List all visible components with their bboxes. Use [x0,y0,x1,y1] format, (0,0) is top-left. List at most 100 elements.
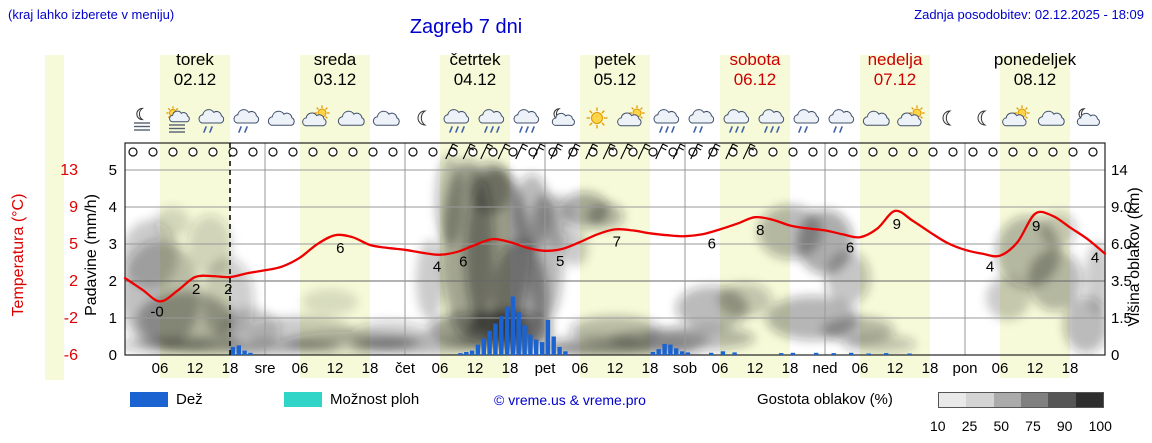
day-label-ponedeljek: ponedeljek 08.12 [965,50,1105,90]
svg-text:-6: -6 [64,347,78,364]
svg-text:6: 6 [846,240,854,257]
svg-text:9: 9 [1032,218,1040,235]
svg-text:sre: sre [255,360,276,377]
svg-text:18: 18 [782,360,799,377]
svg-text:sob: sob [673,360,697,377]
axis-tick-labels: 5 4 3 2 1 0 13 9 5 2 -2 -6 14 9.0 6.0 3.5 1.5 0 06 12 18 sre 0… [60,162,1132,377]
svg-text:9: 9 [69,199,78,216]
svg-text:5: 5 [69,236,78,253]
svg-text:1.5: 1.5 [1111,310,1132,327]
svg-text:2: 2 [192,281,200,298]
day-name: ponedeljek [993,50,1077,69]
svg-text:18: 18 [502,360,519,377]
svg-text:12: 12 [1027,360,1044,377]
gradient-tick-label: 90 [1056,418,1073,434]
cloud-density-field [125,155,1105,355]
svg-text:čet: čet [395,360,416,377]
svg-text:4: 4 [1091,250,1099,267]
day-name: sreda [313,50,357,69]
svg-text:2: 2 [109,273,117,290]
day-label-torek: torek 02.12 [125,50,265,90]
day-date: 04.12 [453,70,497,89]
svg-text:1: 1 [109,310,117,327]
svg-text:12: 12 [467,360,484,377]
day-name: sobota [729,50,781,69]
day-name: nedelja [867,50,923,69]
rain-legend-swatch [130,392,168,407]
wind-barbs [445,143,756,160]
rain-legend-label: Dež [176,391,203,408]
page-title: Zagreb 7 dni [409,16,523,38]
svg-text:06: 06 [852,360,869,377]
gradient-tick-label: 75 [1025,418,1041,434]
day-label-sobota: sobota 06.12 [685,50,825,90]
day-label-petek: petek 05.12 [545,50,685,90]
svg-text:pet: pet [535,360,557,377]
svg-text:7: 7 [613,234,621,251]
day-date: 06.12 [733,70,777,89]
svg-text:3: 3 [109,236,117,253]
copyright-link[interactable]: © vreme.us & vreme.pro [494,392,646,408]
gradient-tick-label: 100 [1088,418,1112,434]
day-label-sreda: sreda 03.12 [265,50,405,90]
gradient-segment [939,393,967,407]
day-date: 07.12 [873,70,917,89]
svg-text:06: 06 [992,360,1009,377]
gradient-segment [966,393,994,407]
showers-legend-swatch [284,392,322,407]
svg-text:3.5: 3.5 [1111,273,1132,290]
weather-icons-row [134,105,1100,133]
day-date: 08.12 [1013,70,1057,89]
gradient-tick-label: 50 [993,418,1010,434]
svg-text:06: 06 [572,360,589,377]
svg-text:5: 5 [109,162,117,179]
gradient-segment [1020,393,1049,407]
svg-text:0: 0 [1111,347,1119,364]
svg-text:06: 06 [292,360,309,377]
svg-text:4: 4 [109,199,117,216]
day-date: 05.12 [593,70,637,89]
day-label-četrtek: četrtek 04.12 [405,50,545,90]
svg-text:12: 12 [887,360,904,377]
svg-text:13: 13 [60,162,78,179]
last-update-text: Zadnja posodobitev: 02.12.2025 - 18:09 [914,7,1144,22]
svg-text:12: 12 [747,360,764,377]
gradient-segment [1048,393,1076,407]
svg-text:9: 9 [893,216,901,233]
grid-lines [124,142,1106,356]
svg-text:06: 06 [712,360,729,377]
day-date: 02.12 [173,70,217,89]
svg-text:18: 18 [1062,360,1079,377]
svg-text:18: 18 [642,360,659,377]
cloud-cover-symbols-row [128,147,1098,157]
gradient-segment [1075,393,1103,407]
temperature-value-labels: -0 2 2 6 4 6 5 7 6 8 6 9 4 9 4 [150,216,1099,321]
showers-legend-label: Možnost ploh [330,391,420,408]
svg-text:12: 12 [327,360,344,377]
svg-text:12: 12 [607,360,624,377]
cloud-density-gradient-bar [938,392,1104,408]
svg-text:6: 6 [336,240,344,257]
temperature-line [123,209,1107,303]
svg-text:-0: -0 [150,304,163,321]
svg-text:0: 0 [109,347,117,364]
day-name: petek [594,50,636,69]
svg-text:pon: pon [952,360,977,377]
svg-text:12: 12 [187,360,204,377]
svg-text:2: 2 [69,273,78,290]
svg-text:4: 4 [433,258,441,275]
svg-text:-2: -2 [64,310,78,327]
precipitation-axis-title: Padavine (mm/h) [83,194,100,316]
svg-text:ned: ned [812,360,837,377]
precipitation-bars [230,296,912,355]
day-label-nedelja: nedelja 07.12 [825,50,965,90]
svg-text:14: 14 [1111,162,1128,179]
cloud-density-gradient-ticks: 10 25 50 75 90 100 [930,418,1112,434]
temperature-axis-title: Temperatura (°C) [10,193,27,317]
day-name: torek [176,50,214,69]
gradient-segment [993,393,1021,407]
svg-text:8: 8 [756,222,764,239]
svg-text:18: 18 [222,360,239,377]
